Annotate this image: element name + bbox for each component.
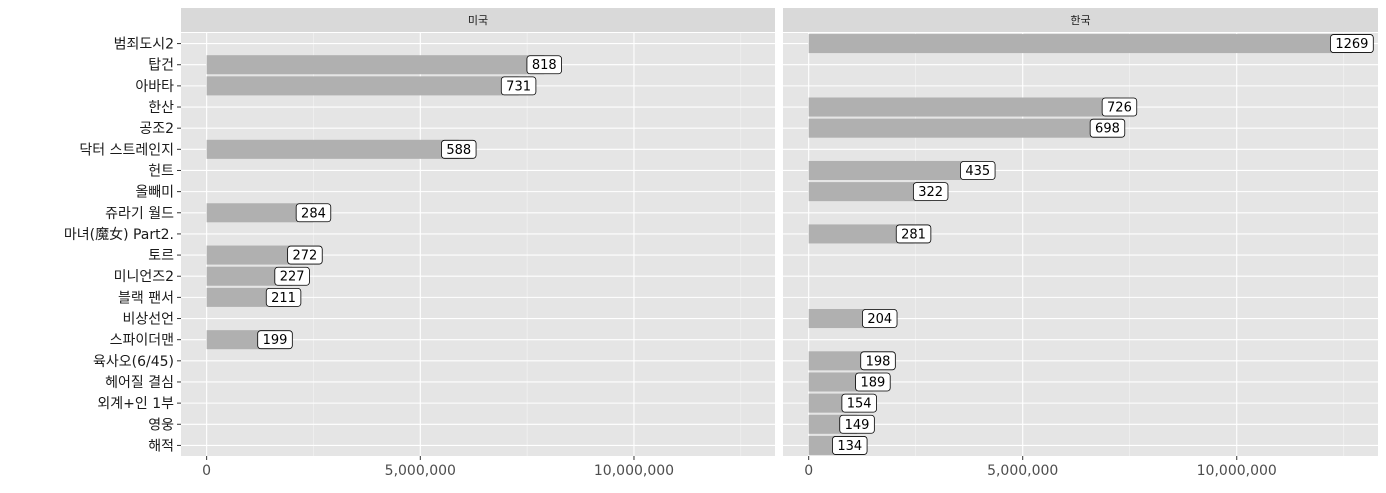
y-category-label: 영웅 xyxy=(148,417,174,433)
value-label-box xyxy=(1089,118,1126,138)
x-tick-label: 5,000,000 xyxy=(385,463,456,479)
y-category-label: 해적 xyxy=(148,438,174,454)
value-label-box xyxy=(1330,34,1374,53)
bar xyxy=(808,224,914,244)
value-label: 211 xyxy=(271,291,296,306)
y-category-label: 헤어질 결심 xyxy=(105,375,174,391)
y-category-label: 육사오(6/45) xyxy=(93,354,174,370)
facet-panel-2: 한국 0 5,000,000 10,000,000 1269 726 698 435 322 28… xyxy=(783,8,1378,479)
x-tick-label: 5,000,000 xyxy=(987,463,1058,479)
value-label: 731 xyxy=(506,79,531,94)
bar xyxy=(206,203,314,223)
bar xyxy=(206,266,293,286)
value-label-box xyxy=(862,309,898,328)
bar xyxy=(206,245,305,265)
value-label-box xyxy=(295,203,332,223)
value-label-box xyxy=(1101,97,1138,117)
y-category-label: 쥬라기 월드 xyxy=(105,206,174,222)
value-label-box xyxy=(960,161,996,180)
value-label: 435 xyxy=(965,164,990,179)
value-label-box xyxy=(287,245,323,265)
value-label-box xyxy=(839,414,875,434)
value-label-box xyxy=(500,76,537,96)
value-label: 227 xyxy=(280,270,305,285)
y-category-label: 범죄도시2 xyxy=(114,37,174,53)
y-category-label: 올빼미 xyxy=(135,185,174,201)
bar xyxy=(808,160,978,180)
value-label-box xyxy=(441,139,477,159)
value-label-box xyxy=(855,372,891,392)
y-category-label: 스파이더맨 xyxy=(110,333,174,349)
facet-strip xyxy=(181,8,775,32)
value-label-box xyxy=(841,393,877,413)
value-label-box xyxy=(274,266,310,286)
value-label: 154 xyxy=(847,397,872,412)
value-label: 272 xyxy=(293,249,318,264)
value-label: 204 xyxy=(867,312,892,327)
bar xyxy=(206,287,284,307)
x-tick-label: 0 xyxy=(202,463,211,479)
y-category-label: 토르 xyxy=(148,248,174,264)
value-label: 284 xyxy=(301,206,326,221)
x-tick-label: 10,000,000 xyxy=(594,463,674,479)
value-label: 199 xyxy=(263,333,288,348)
y-category-label: 탑건 xyxy=(148,58,174,74)
value-label-box xyxy=(257,330,293,350)
y-category-label: 미니언즈2 xyxy=(114,269,174,285)
value-label: 818 xyxy=(532,58,557,73)
value-label: 588 xyxy=(446,143,471,158)
y-category-label: 블랙 팬서 xyxy=(118,290,174,306)
facet-strip-label: 한국 xyxy=(1070,14,1090,27)
value-label: 1269 xyxy=(1335,37,1368,52)
panel-background xyxy=(181,33,775,456)
bar xyxy=(206,76,519,96)
facet-strip xyxy=(783,8,1378,32)
value-label-box xyxy=(526,55,562,75)
value-label: 698 xyxy=(1095,122,1120,137)
value-label-box xyxy=(895,224,932,244)
value-label: 198 xyxy=(866,354,891,369)
value-label: 149 xyxy=(845,418,870,433)
y-category-label: 마녀(魔女) Part2. xyxy=(64,226,174,243)
facet-strip-label: 미국 xyxy=(468,14,488,27)
bar xyxy=(206,55,545,75)
y-category-label: 헌트 xyxy=(148,163,174,179)
y-category-label: 공조2 xyxy=(139,121,174,137)
y-category-label: 외계+인 1부 xyxy=(97,396,174,412)
bar xyxy=(808,97,1120,117)
x-tick-label: 0 xyxy=(804,463,813,479)
panel-background xyxy=(783,33,1378,456)
bar xyxy=(808,118,1108,138)
value-label: 322 xyxy=(918,185,943,200)
bar xyxy=(206,139,459,159)
x-tick-label: 10,000,000 xyxy=(1197,463,1277,479)
value-label-box xyxy=(832,436,868,455)
value-label-box xyxy=(265,287,302,307)
bar xyxy=(808,34,1352,54)
y-category-label: 한산 xyxy=(148,100,174,116)
value-label: 189 xyxy=(860,375,885,390)
value-label: 134 xyxy=(837,439,862,454)
value-label-box xyxy=(860,351,896,371)
bar xyxy=(808,309,880,329)
y-category-label: 아바타 xyxy=(135,79,174,95)
y-category-label: 비상선언 xyxy=(122,312,174,328)
value-label: 281 xyxy=(901,227,926,242)
bar xyxy=(808,182,931,202)
value-label: 726 xyxy=(1107,101,1132,116)
y-category-label: 닥터 스트레인지 xyxy=(79,142,174,158)
value-label-box xyxy=(912,182,949,202)
